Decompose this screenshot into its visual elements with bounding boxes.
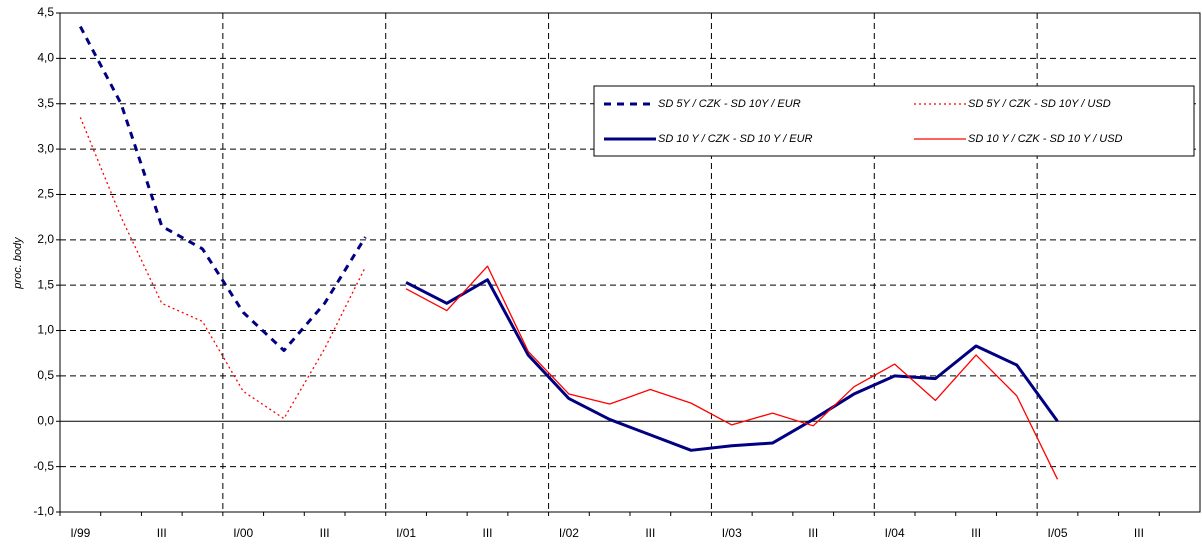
y-tick-label: 2,0: [37, 232, 54, 246]
y-tick-label: 4,0: [37, 51, 54, 65]
y-tick-label: -0,5: [33, 459, 54, 473]
x-tick-label: III: [1134, 526, 1144, 540]
y-tick-label: 1,0: [37, 323, 54, 337]
x-tick-label: III: [320, 526, 330, 540]
y-tick-label: 1,5: [37, 277, 54, 291]
legend-label: SD 5Y / CZK - SD 10Y / USD: [968, 98, 1111, 110]
legend-box: [593, 85, 1195, 157]
legend-label: SD 10 Y / CZK - SD 10 Y / EUR: [658, 133, 813, 145]
x-tick-label: I/05: [1047, 526, 1067, 540]
y-axis-label: proc. body: [12, 236, 24, 290]
legend-label: SD 5Y / CZK - SD 10Y / EUR: [658, 98, 801, 110]
x-tick-label: I/02: [559, 526, 579, 540]
x-tick-label: III: [808, 526, 818, 540]
x-tick-label: I/99: [70, 526, 90, 540]
y-tick-label: 0,5: [37, 368, 54, 382]
x-tick-label: III: [157, 526, 167, 540]
y-tick-label: 2,5: [37, 187, 54, 201]
x-tick-label: I/01: [396, 526, 416, 540]
y-tick-label: -1,0: [33, 504, 54, 518]
y-tick-label: 4,5: [37, 5, 54, 19]
series-line: [405, 278, 1059, 452]
x-tick-label: I/03: [722, 526, 742, 540]
x-tick-label: I/04: [885, 526, 905, 540]
series-line: [405, 265, 1059, 480]
x-tick-label: III: [482, 526, 492, 540]
legend-label: SD 10 Y / CZK - SD 10 Y / USD: [968, 133, 1123, 145]
y-tick-label: 0,0: [37, 413, 54, 427]
y-tick-label: 3,5: [37, 96, 54, 110]
series-line: [79, 25, 367, 353]
x-tick-label: III: [971, 526, 981, 540]
y-tick-label: 3,0: [37, 141, 54, 155]
x-tick-label: I/00: [233, 526, 253, 540]
x-tick-label: III: [645, 526, 655, 540]
